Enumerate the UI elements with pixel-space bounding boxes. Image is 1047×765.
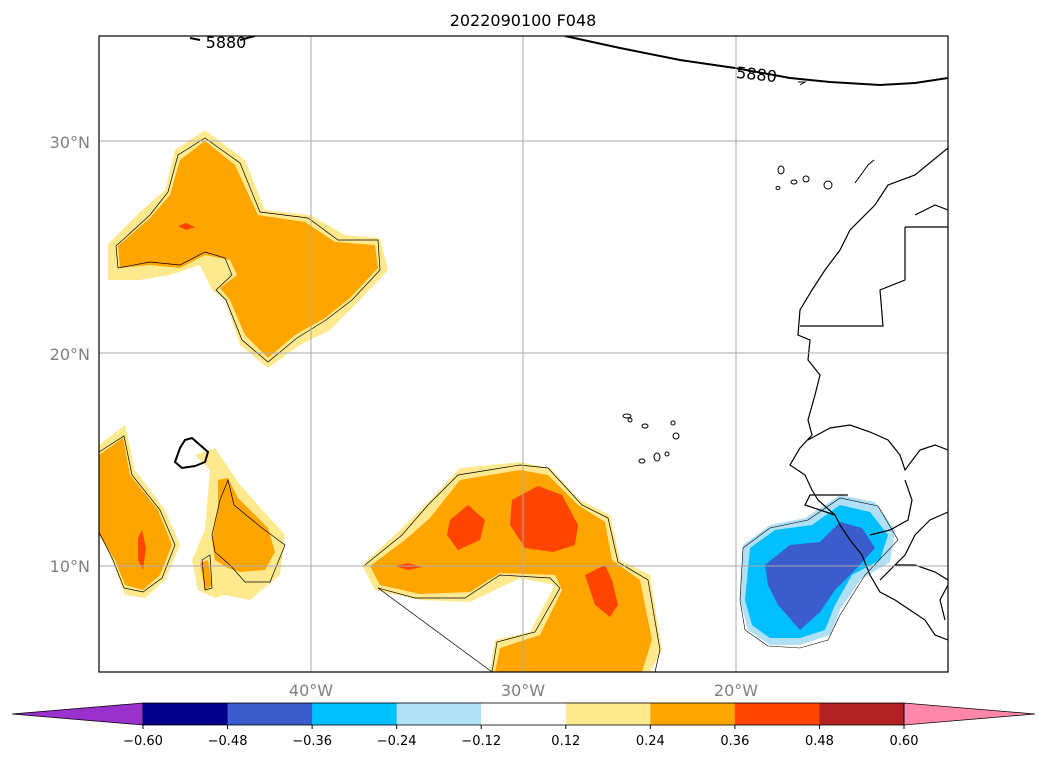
colorbar-tick-label: −0.24 [377, 734, 417, 749]
colorbar-tick-label: −0.36 [292, 734, 332, 749]
colorbar-extend-high [903, 702, 1036, 726]
colorbar-swatch [312, 703, 398, 725]
anomaly-region-northwest [108, 130, 388, 368]
anomaly-region-central [362, 462, 662, 672]
colorbar: −0.60 −0.48 −0.36 −0.24 −0.12 0.12 0.24 0.36 0.4… [11, 702, 1036, 749]
contour-label: 5880 [735, 63, 777, 86]
colorbar-swatch [819, 703, 905, 725]
map-frame [98, 35, 949, 673]
colorbar-tick-label: 0.60 [890, 734, 919, 749]
colorbar-swatch [481, 703, 567, 725]
anomaly-region-west [99, 425, 286, 600]
colorbar-swatch [396, 703, 482, 725]
lat-tick-labels: 30°N 20°N 10°N [50, 133, 90, 576]
colorbar-tick-label: 0.12 [551, 734, 580, 749]
gridlines [99, 36, 948, 672]
lon-tick-label: 20°W [714, 681, 758, 700]
colorbar-tick-label: 0.24 [636, 734, 665, 749]
map-title: 2022090100 F048 [450, 11, 597, 30]
colorbar-swatch [565, 703, 651, 725]
colorbar-swatch [227, 703, 313, 725]
lon-tick-labels: 40°W 30°W 20°W [289, 681, 758, 700]
lon-tick-label: 40°W [289, 681, 333, 700]
coastlines [789, 147, 948, 641]
colorbar-tick-label: 0.36 [720, 734, 749, 749]
colorbar-swatch [734, 703, 820, 725]
lat-tick-label: 30°N [50, 133, 90, 152]
height-contours [173, 36, 948, 470]
colorbar-tick-label: −0.48 [208, 734, 248, 749]
lat-tick-label: 10°N [50, 557, 90, 576]
lat-tick-label: 20°N [50, 345, 90, 364]
colorbar-tick-label: 0.48 [805, 734, 834, 749]
anomaly-region-negative [739, 495, 899, 649]
contour-label: 5880 [206, 33, 247, 52]
colorbar-tick-label: −0.12 [461, 734, 501, 749]
islands [622, 81, 875, 464]
colorbar-swatch [650, 703, 736, 725]
colorbar-outline [142, 702, 905, 726]
map-plot-area: 5880 5880 [99, 33, 948, 672]
colorbar-swatch [143, 703, 229, 725]
lon-tick-label: 30°W [501, 681, 545, 700]
colorbar-tick-label: −0.60 [123, 734, 163, 749]
colorbar-extend-low [11, 702, 144, 726]
